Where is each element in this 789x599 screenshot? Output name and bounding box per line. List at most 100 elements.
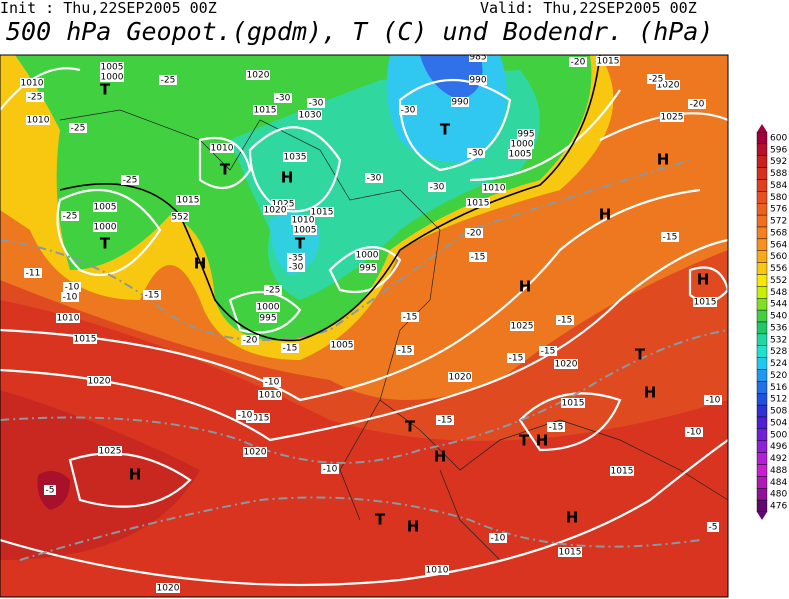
isotherm-label: -15	[541, 347, 556, 357]
label-box	[465, 228, 483, 238]
label-box	[688, 99, 706, 109]
isobar-label: 1015	[247, 414, 270, 424]
isotherm-label: -10	[491, 534, 506, 544]
label-box	[321, 464, 339, 474]
label-box	[98, 446, 122, 456]
isotherm-label: -20	[243, 336, 258, 346]
label-box	[399, 105, 417, 115]
label-box	[469, 252, 487, 262]
isobar-label: 995	[259, 314, 276, 324]
label-box	[554, 359, 578, 369]
label-box	[489, 533, 507, 543]
isotherm-label: -35	[289, 254, 304, 264]
pressure-center: H	[599, 206, 612, 224]
isobar-label: 1005	[94, 203, 117, 213]
label-box	[510, 321, 534, 331]
colorbar-label: 552	[770, 276, 787, 286]
label-box	[428, 182, 446, 192]
label-box	[355, 250, 379, 260]
isobar-label: 1000	[101, 73, 124, 83]
colorbar-swatch	[756, 191, 768, 204]
colorbar-swatch	[756, 488, 768, 501]
colorbar-swatch	[756, 274, 768, 287]
label-box	[121, 175, 139, 185]
isotherm-label: -11	[26, 269, 41, 279]
isobar-label: 1025	[661, 113, 684, 123]
label-box	[561, 398, 585, 408]
label-box	[246, 70, 270, 80]
isotherm-label: -5	[46, 486, 55, 496]
isotherm-label: -30	[430, 183, 445, 193]
label-box	[143, 290, 161, 300]
label-box	[264, 285, 282, 295]
colorbar-label: 512	[770, 395, 787, 405]
colorbar-label: 564	[770, 240, 787, 250]
isotherm-label: -15	[398, 346, 413, 356]
colorbar-swatch	[756, 381, 768, 394]
isobar-label: 552	[171, 213, 188, 223]
isobar-label: 1015	[74, 335, 97, 345]
isobar-label: 1020	[657, 81, 680, 91]
isobar-label: 1010	[211, 144, 234, 154]
isobar-label: 1025	[99, 447, 122, 457]
label-box	[171, 212, 189, 222]
isotherm-label: -15	[558, 316, 573, 326]
label-box	[263, 377, 281, 387]
colorbar-swatch	[756, 499, 768, 513]
colorbar-label: 500	[770, 430, 787, 440]
label-box	[482, 183, 506, 193]
isobar-label: 1025	[272, 200, 295, 210]
label-box	[610, 466, 634, 476]
isobar-label: 1015	[254, 106, 277, 116]
pressure-center: H	[519, 278, 532, 296]
label-box	[156, 583, 180, 593]
label-box	[307, 98, 325, 108]
isotherm-label: -30	[401, 106, 416, 116]
label-box	[253, 105, 277, 115]
label-box	[396, 345, 414, 355]
map-title: 500 hPa Geopot.(gpdm), T (C) und Bodendr…	[6, 17, 713, 46]
colorbar-label: 516	[770, 383, 787, 393]
isotherm-label: -10	[65, 283, 80, 293]
label-box	[287, 253, 305, 263]
label-box	[258, 390, 282, 400]
colorbar-swatch	[756, 452, 768, 465]
label-box	[704, 395, 722, 405]
colorbar-swatch	[756, 286, 768, 299]
isotherm-label: -15	[509, 354, 524, 364]
isobar-label: 1000	[257, 303, 280, 313]
isobar-label: 1000	[94, 223, 117, 233]
colorbar-swatch	[756, 143, 768, 156]
colorbar-swatch	[756, 309, 768, 323]
isotherm-label: -25	[63, 212, 78, 222]
isobar-label: 995	[359, 264, 376, 274]
colorbar-label: 596	[770, 145, 787, 155]
label-box	[596, 56, 620, 66]
valid-time: Valid: Thu,22SEP2005 00Z	[480, 0, 697, 17]
label-box	[283, 152, 307, 162]
isotherm-label: -5	[709, 523, 718, 533]
label-box	[469, 75, 487, 85]
colorbar-label: 520	[770, 371, 787, 381]
isobar-label: 990	[451, 98, 468, 108]
colorbar-swatch	[756, 333, 768, 346]
colorbar-label: 540	[770, 312, 787, 322]
label-box	[93, 222, 117, 232]
colorbar-label: 600	[770, 133, 787, 143]
isobar-label: 995	[517, 130, 534, 140]
isotherm-label: -15	[145, 291, 160, 301]
label-box	[281, 343, 299, 353]
isotherm-label: -25	[71, 124, 86, 134]
colorbar-label: 504	[770, 418, 787, 428]
colorbar-label: 536	[770, 323, 787, 333]
isotherm-label: -30	[367, 174, 382, 184]
isotherm-label: -15	[471, 253, 486, 263]
colorbar-label: 580	[770, 193, 787, 203]
colorbar-label: 588	[770, 169, 787, 179]
pressure-center: H	[194, 255, 207, 273]
isobar-label: 1020	[555, 360, 578, 370]
label-box	[466, 198, 490, 208]
pressure-center: H	[281, 169, 294, 187]
isotherm-label: -15	[283, 344, 298, 354]
colorbar-swatch	[756, 179, 768, 192]
